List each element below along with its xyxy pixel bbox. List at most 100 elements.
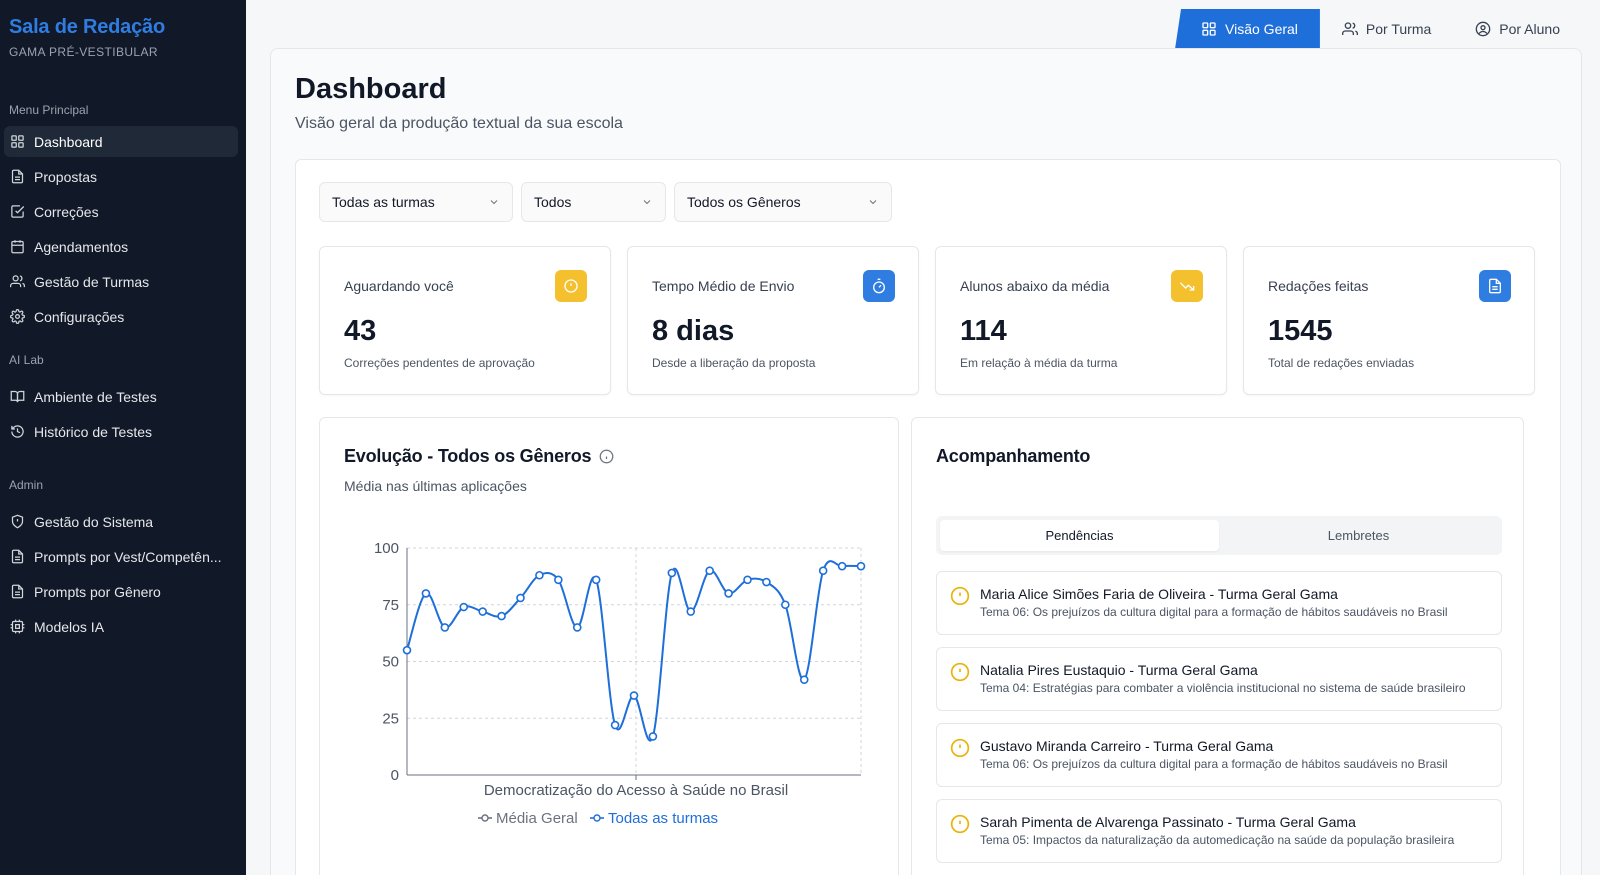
tab-por-aluno[interactable]: Por Aluno	[1453, 9, 1582, 49]
pendencia-name: Gustavo Miranda Carreiro - Turma Geral G…	[980, 738, 1274, 754]
line-chart: 0 25 50 75 100 Democratização do Acesso à Saú…	[374, 540, 866, 827]
sidebar-item-label: Configurações	[34, 308, 125, 325]
sidebar-item-modelos-ia[interactable]: Modelos IA	[4, 611, 238, 642]
shield-icon	[11, 514, 24, 529]
stat-card-tempo-medio: Tempo Médio de Envio 8 dias Desde a libe…	[627, 246, 919, 395]
view-tabs: Visão Geral Por Turma Por Aluno	[1175, 9, 1582, 49]
tab-pendencias[interactable]: Pendências	[940, 520, 1219, 551]
stat-card-aguardando: Aguardando você 43 Correções pendentes d…	[319, 246, 611, 395]
legend-marker	[593, 814, 601, 822]
sidebar-item-label: Correções	[34, 203, 99, 220]
user-circle-icon	[1475, 21, 1491, 37]
alert-circle-icon	[950, 738, 970, 758]
chevron-down-icon	[869, 200, 877, 205]
brand-subtitle: GAMA PRÉ-VESTIBULAR	[9, 45, 158, 59]
sidebar-item-label: Histórico de Testes	[34, 423, 153, 440]
page-title: Dashboard	[295, 73, 447, 105]
trending-down-icon	[1171, 270, 1203, 302]
tab-label: Visão Geral	[1225, 21, 1298, 37]
stat-desc: Em relação à média da turma	[960, 356, 1118, 370]
data-point	[478, 607, 487, 616]
cpu-icon	[10, 619, 25, 634]
list-item[interactable]: Gustavo Miranda Carreiro - Turma Geral G…	[936, 723, 1502, 787]
tab-visao-geral[interactable]: Visão Geral	[1175, 9, 1320, 49]
acompanhamento-card: Acompanhamento Pendências Lembretes Mari…	[911, 417, 1524, 875]
info-icon[interactable]	[599, 449, 614, 464]
sidebar-item-gestao-turmas[interactable]: Gestão de Turmas	[4, 266, 238, 297]
nav-ai-lab: Ambiente de Testes Histórico de Testes	[0, 381, 246, 447]
y-tick-label: 100	[374, 540, 399, 557]
filter-periodo-select[interactable]: Todos	[521, 182, 666, 222]
filter-genero-value: Todos os Gêneros	[687, 194, 801, 210]
data-point	[440, 623, 450, 632]
pendencia-theme: Tema 06: Os prejuízos da cultura digital…	[980, 605, 1448, 619]
evolution-chart-card: Evolução - Todos os Gêneros Média nas úl…	[319, 417, 899, 875]
nav-admin: Gestão do Sistema Prompts por Vest/Compe…	[0, 506, 246, 642]
sidebar-item-label: Dashboard	[34, 133, 103, 150]
data-point	[762, 577, 771, 587]
sidebar-item-correcoes[interactable]: Correções	[4, 196, 238, 227]
y-tick-label: 0	[391, 767, 399, 784]
sidebar: Sala de Redação GAMA PRÉ-VESTIBULAR Menu…	[0, 0, 246, 875]
filter-turma-select[interactable]: Todas as turmas	[319, 182, 513, 222]
pendencia-theme: Tema 04: Estratégias para combater a vio…	[980, 681, 1466, 695]
stat-card-abaixo-media: Alunos abaixo da média 114 Em relação à …	[935, 246, 1227, 395]
list-item[interactable]: Natalia Pires Eustaquio - Turma Geral Ga…	[936, 647, 1502, 711]
stat-value: 114	[960, 315, 1007, 347]
stats-row: Aguardando você 43 Correções pendentes d…	[319, 246, 1535, 395]
sidebar-item-gestao-sistema[interactable]: Gestão do Sistema	[4, 506, 238, 537]
legend-marker	[481, 814, 489, 822]
check-square-icon	[11, 205, 25, 218]
sidebar-item-configuracoes[interactable]: Configurações	[4, 301, 238, 332]
data-point	[686, 607, 696, 616]
calendar-icon	[11, 240, 24, 254]
chart-subtitle: Média nas últimas aplicações	[344, 478, 527, 494]
list-item[interactable]: Maria Alice Simões Faria de Oliveira - T…	[936, 571, 1502, 635]
nav-menu-principal: Dashboard Propostas Correções Agendament…	[0, 126, 246, 332]
sidebar-item-label: Prompts por Gênero	[34, 583, 161, 600]
alert-circle-icon	[555, 270, 587, 302]
timer-icon	[863, 270, 895, 302]
sidebar-item-prompts-genero[interactable]: Prompts por Gênero	[4, 576, 238, 607]
pendencia-theme: Tema 05: Impactos da naturalização da au…	[980, 833, 1455, 847]
data-point	[554, 575, 563, 585]
sidebar-item-prompts-vest[interactable]: Prompts por Vest/Competên...	[4, 541, 238, 572]
brand: Sala de Redação GAMA PRÉ-VESTIBULAR	[0, 0, 246, 59]
list-item[interactable]: Sarah Pimenta de Alvarenga Passinato - T…	[936, 799, 1502, 863]
sidebar-item-historico-testes[interactable]: Histórico de Testes	[4, 416, 238, 447]
stat-desc: Desde a liberação da proposta	[652, 356, 816, 370]
pendencia-name: Sarah Pimenta de Alvarenga Passinato - T…	[980, 814, 1356, 830]
data-point	[535, 570, 544, 580]
stat-card-redacoes: Redações feitas 1545 Total de redações e…	[1243, 246, 1535, 395]
sidebar-item-label: Gestão do Sistema	[34, 513, 154, 530]
data-point	[705, 566, 714, 576]
sidebar-item-propostas[interactable]: Propostas	[4, 161, 238, 192]
sidebar-item-label: Propostas	[34, 168, 98, 185]
y-tick-label: 25	[382, 710, 399, 727]
section-label-admin: Admin	[9, 478, 44, 492]
main-content: Dashboard Visão geral da produção textua…	[270, 48, 1582, 875]
tab-por-turma[interactable]: Por Turma	[1320, 9, 1453, 49]
page-subtitle: Visão geral da produção textual da sua e…	[295, 115, 623, 132]
stat-value: 1545	[1268, 315, 1333, 347]
sidebar-item-dashboard[interactable]: Dashboard	[4, 126, 238, 157]
section-label-ai-lab: AI Lab	[9, 353, 44, 367]
x-tick-label: Democratização do Acesso à Saúde no Bras…	[484, 782, 788, 799]
file-icon	[11, 549, 24, 564]
filter-genero-select[interactable]: Todos os Gêneros	[674, 182, 892, 222]
sidebar-item-label: Gestão de Turmas	[34, 273, 150, 290]
alert-circle-icon	[950, 662, 970, 682]
data-point	[856, 561, 866, 571]
tab-label: Por Aluno	[1499, 21, 1560, 37]
data-point	[629, 691, 639, 700]
data-point	[648, 732, 658, 741]
brand-title: Sala de Redação	[9, 16, 165, 38]
y-tick-label: 75	[382, 597, 399, 614]
dashboard-panel: Todas as turmas Todos Todos os Gêneros A…	[295, 159, 1561, 875]
stat-title: Aguardando você	[344, 278, 454, 294]
sidebar-item-ambiente-testes[interactable]: Ambiente de Testes	[4, 381, 238, 412]
stat-desc: Correções pendentes de aprovação	[344, 356, 535, 370]
tab-lembretes[interactable]: Lembretes	[1327, 528, 1390, 543]
data-point	[724, 589, 733, 598]
sidebar-item-agendamentos[interactable]: Agendamentos	[4, 231, 238, 262]
